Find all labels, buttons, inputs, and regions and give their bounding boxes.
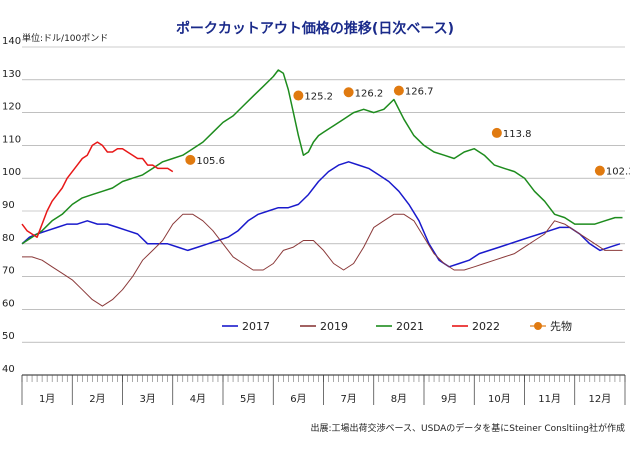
legend-label: 2022 — [472, 320, 500, 333]
y-tick-label: 70 — [2, 266, 15, 277]
futures-points: 105.6 125.2 126.2 126.7 113.8 102.3 — [185, 85, 630, 178]
y-tick-label: 110 — [2, 134, 21, 145]
y-tick-label: 120 — [2, 102, 21, 113]
futures-point — [185, 154, 196, 165]
chart-title: ポークカットアウト価格の推移(日次ベース) — [176, 20, 454, 37]
month-label: 12月 — [589, 393, 612, 405]
source-note: 出展:工場出荷交渉ベース、USDAのデータを基にSteiner Consltii… — [310, 422, 625, 434]
month-label: 8月 — [391, 393, 407, 405]
legend: 2017 2019 2021 2022 先物 — [222, 319, 572, 333]
month-label: 5月 — [240, 393, 256, 405]
month-label: 10月 — [488, 393, 511, 405]
legend-marker-futures — [534, 322, 542, 330]
month-label: 9月 — [441, 393, 457, 405]
month-label: 3月 — [139, 393, 155, 405]
y-tick-label: 80 — [2, 233, 15, 244]
futures-point — [343, 87, 354, 98]
futures-point-label: 105.6 — [196, 156, 225, 167]
futures-point — [293, 90, 304, 101]
month-label: 7月 — [340, 393, 356, 405]
y-tick-label: 130 — [2, 69, 21, 80]
y-tick-label: 100 — [2, 167, 21, 178]
month-label: 2月 — [89, 393, 105, 405]
series-line-2019 — [22, 213, 623, 307]
y-tick-label: 60 — [2, 298, 15, 309]
futures-point-label: 126.2 — [355, 88, 384, 99]
futures-point — [594, 165, 605, 176]
series-line-2017 — [21, 161, 621, 268]
legend-label: 2017 — [242, 320, 270, 333]
month-label: 6月 — [290, 393, 306, 405]
futures-point — [393, 85, 404, 96]
futures-point-label: 126.7 — [405, 87, 434, 98]
month-label: 4月 — [190, 393, 206, 405]
axes: 40 50 60 70 80 90 100 110 120 130 140 1月 2月 3月 4月 5月 6月 7… — [2, 36, 626, 405]
month-label: 1月 — [39, 393, 55, 405]
series-line-2022 — [21, 141, 174, 238]
grid — [22, 46, 625, 376]
futures-point-label: 125.2 — [304, 92, 333, 103]
legend-label: 先物 — [550, 319, 572, 333]
month-label: 11月 — [538, 393, 561, 405]
legend-label: 2019 — [320, 320, 348, 333]
y-axis-unit: 単位:ドル/100ポンド — [22, 32, 108, 44]
series-lines — [21, 69, 623, 307]
futures-point-label: 102.3 — [606, 167, 630, 178]
y-tick-label: 90 — [2, 200, 15, 211]
legend-label: 2021 — [396, 320, 424, 333]
y-tick-label: 140 — [2, 36, 21, 47]
y-tick-label: 50 — [2, 331, 15, 342]
y-tick-label: 40 — [2, 364, 15, 375]
series-line-2021 — [21, 69, 623, 245]
futures-point-label: 113.8 — [503, 129, 532, 140]
futures-point — [491, 127, 502, 138]
